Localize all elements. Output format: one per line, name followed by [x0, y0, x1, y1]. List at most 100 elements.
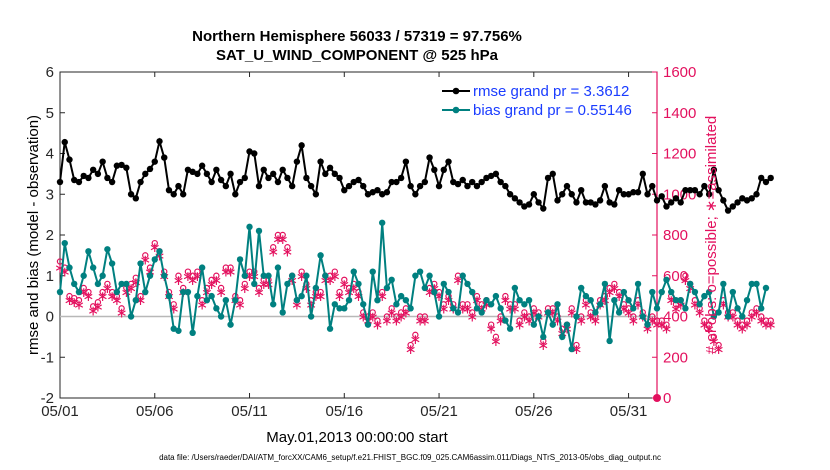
obs-assimilated-point: ∗	[627, 314, 639, 330]
obs-assimilated-point: ∗	[201, 285, 213, 301]
obs-assimilated-point: ∗	[504, 301, 516, 317]
rmse-point	[506, 191, 514, 198]
rmse-point	[592, 201, 599, 208]
bias-point	[559, 333, 566, 341]
y-axis-label-right: # of obs: o=possible; ∗=assimilated	[703, 116, 720, 355]
obs-assimilated-point: ∗	[462, 301, 474, 317]
bias-point	[402, 297, 410, 304]
obs-assimilated-point: ∗	[310, 289, 322, 305]
rmse-point	[445, 158, 452, 165]
obs-possible-point	[341, 276, 348, 284]
y-tick-label-left: 1	[46, 268, 54, 285]
bias-point	[715, 309, 722, 316]
obs-assimilated-point: ∗	[225, 265, 237, 281]
rmse-point	[326, 164, 334, 171]
obs-assimilated-point: ∗	[220, 265, 232, 281]
bias-point	[198, 264, 206, 271]
bias-point	[123, 280, 130, 288]
y-tick-label-left: 0	[46, 309, 54, 326]
obs-assimilated-point: ∗	[353, 289, 365, 305]
bias-point	[729, 288, 737, 296]
rmse-point	[601, 182, 609, 190]
bias-point	[222, 297, 230, 304]
right-axis-zero-marker	[653, 394, 661, 402]
obs-assimilated-point: ∗	[495, 314, 507, 330]
bias-point	[743, 297, 751, 304]
bias-point	[739, 313, 746, 320]
plot-area	[59, 71, 658, 399]
obs-assimilated-point: ∗	[343, 285, 355, 301]
bias-point	[397, 292, 405, 300]
obs-possible-point	[464, 301, 471, 308]
rmse-point	[108, 178, 116, 186]
bias-point	[516, 297, 523, 304]
obs-possible-point	[369, 309, 376, 316]
obs-assimilated-point: ∗	[97, 289, 109, 305]
obs-possible-point	[175, 272, 182, 279]
obs-assimilated-point: ∗	[651, 318, 663, 334]
obs-possible-point	[748, 309, 755, 316]
obs-possible-point	[549, 305, 556, 312]
bias-point	[668, 288, 675, 296]
obs-assimilated-point: ∗	[509, 301, 521, 317]
rmse-point	[464, 182, 471, 190]
rmse-point	[146, 165, 154, 173]
obs-assimilated-point: ∗	[575, 314, 587, 330]
obs-assimilated-point: ∗	[282, 244, 294, 260]
rmse-point	[492, 170, 500, 178]
obs-assimilated-point: ∗	[263, 277, 275, 293]
obs-possible-point	[758, 313, 765, 320]
bias-point	[407, 305, 414, 312]
bias-point	[179, 288, 187, 296]
rmse-point	[649, 182, 656, 190]
rmse-point	[142, 170, 149, 178]
obs-assimilated-point: ∗	[438, 301, 450, 317]
bias-point	[691, 288, 699, 296]
bias-point	[227, 321, 234, 328]
obs-possible-point	[374, 317, 381, 324]
bias-point	[753, 280, 760, 288]
obs-assimilated-point: ∗	[656, 318, 668, 334]
obs-assimilated-point: ∗	[187, 273, 199, 289]
bias-point	[108, 260, 116, 267]
bias-point	[151, 256, 158, 263]
bias-point	[213, 305, 220, 312]
bias-point	[686, 280, 694, 288]
obs-assimilated-point: ∗	[746, 310, 758, 326]
obs-possible-point	[118, 305, 125, 312]
bias-point	[184, 288, 192, 296]
bias-point	[658, 288, 665, 296]
bias-point	[312, 284, 320, 292]
obs-assimilated-point: ∗	[338, 277, 350, 293]
rmse-point	[478, 178, 485, 186]
obs-possible-point	[184, 268, 192, 275]
x-tick-label: 05/06	[136, 403, 174, 420]
rmse-point	[663, 203, 670, 210]
bias-point	[435, 313, 443, 320]
rmse-point	[729, 203, 737, 210]
bias-point	[288, 272, 296, 279]
rmse-point	[473, 182, 481, 190]
y-axis-label-left: rmse and bias (model - observation)	[25, 115, 42, 355]
bias-point	[682, 305, 689, 312]
rmse-point	[639, 170, 646, 178]
obs-assimilated-point: ∗	[239, 281, 251, 297]
rmse-point	[85, 174, 92, 182]
obs-assimilated-point: ∗	[713, 342, 725, 358]
rmse-point	[525, 201, 533, 208]
bias-point	[355, 280, 362, 288]
obs-possible-point	[378, 288, 386, 296]
obs-possible-point	[255, 284, 263, 292]
obs-possible-point	[734, 317, 741, 324]
obs-possible-point	[284, 244, 291, 251]
bias-point	[639, 313, 646, 320]
obs-assimilated-point: ∗	[83, 289, 95, 305]
chart-title: Northern Hemisphere 56033 / 57319 = 97.7…	[192, 28, 522, 45]
obs-possible-point	[606, 284, 613, 292]
bias-point	[544, 309, 552, 316]
rmse-point	[94, 170, 102, 178]
obs-possible-point	[469, 309, 476, 316]
obs-assimilated-point: ∗	[727, 310, 739, 326]
bias-point	[118, 280, 125, 288]
rmse-point	[303, 174, 310, 182]
